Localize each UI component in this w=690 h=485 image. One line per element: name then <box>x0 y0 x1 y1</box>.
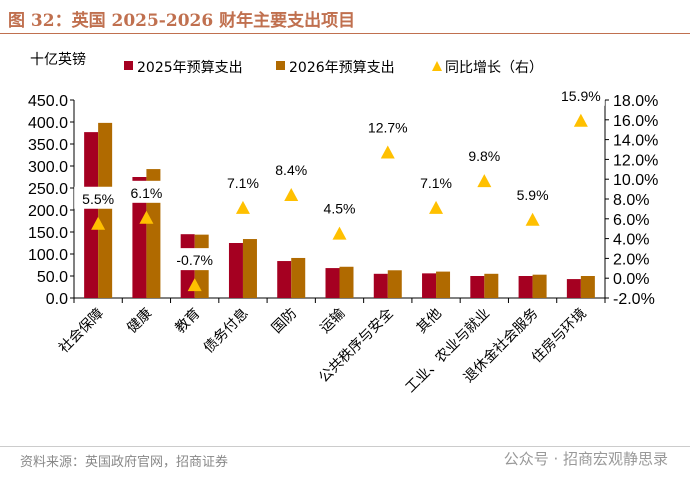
bar-2026 <box>484 273 499 298</box>
growth-label: 7.1% <box>227 175 259 191</box>
growth-label: 5.9% <box>517 187 549 203</box>
growth-label: 7.1% <box>420 175 452 191</box>
data-label-bg <box>363 115 412 138</box>
left-tick-label: 400.0 <box>28 115 68 132</box>
bar-2025 <box>325 268 340 298</box>
left-tick-label: 250.0 <box>28 181 68 198</box>
bar-2026 <box>436 271 451 298</box>
growth-marker <box>235 200 250 214</box>
legend-swatch <box>276 61 285 70</box>
footer-rule <box>0 446 690 447</box>
figure-title: 图 32：英国 2025-2026 财年主要支出项目 <box>8 11 356 31</box>
legend-label: 2026年预算支出 <box>289 60 395 76</box>
right-tick-label: 2.0% <box>613 251 649 268</box>
category-label: 运输 <box>317 306 348 337</box>
bar-2026 <box>532 274 547 298</box>
bar-2026 <box>387 270 402 298</box>
growth-label: 5.5% <box>82 191 114 207</box>
growth-marker <box>573 113 588 127</box>
bar-2026 <box>339 266 354 298</box>
left-tick-label: 200.0 <box>28 203 68 220</box>
data-label-bg <box>267 158 316 181</box>
growth-label: 15.9% <box>561 88 601 104</box>
bar-2025 <box>518 276 533 298</box>
left-tick-label: 0.0 <box>46 291 68 308</box>
right-tick-label: 4.0% <box>613 232 649 249</box>
growth-label: 12.7% <box>368 119 408 135</box>
legend-swatch <box>124 61 133 70</box>
category-label: 债务付息 <box>200 305 252 357</box>
bar-2025 <box>566 279 581 298</box>
growth-marker <box>91 216 106 230</box>
growth-label: 6.1% <box>130 185 162 201</box>
right-tick-label: 14.0% <box>613 133 658 150</box>
growth-marker <box>477 174 492 188</box>
growth-marker <box>187 278 202 292</box>
category-label: 国防 <box>269 306 300 337</box>
right-tick-label: 12.0% <box>613 152 658 169</box>
bar-2025 <box>373 273 388 298</box>
data-label-bg <box>315 196 364 219</box>
left-tick-label: 150.0 <box>28 225 68 242</box>
growth-marker <box>284 188 299 202</box>
growth-label: 9.8% <box>468 148 500 164</box>
growth-marker <box>332 226 347 240</box>
left-tick-label: 450.0 <box>28 93 68 110</box>
left-tick-label: 350.0 <box>28 137 68 154</box>
title-rule <box>0 33 690 34</box>
legend-triangle-icon <box>432 61 442 71</box>
right-tick-label: 16.0% <box>613 113 658 130</box>
bar-2026 <box>580 276 595 298</box>
data-label-bg <box>556 83 605 106</box>
growth-label: 4.5% <box>324 201 356 217</box>
growth-label: -0.7% <box>176 252 213 268</box>
data-label-bg <box>122 180 171 203</box>
bar-2026 <box>291 257 306 298</box>
data-label-bg <box>74 186 123 209</box>
bar-2026 <box>242 239 257 298</box>
left-tick-label: 50.0 <box>37 269 68 286</box>
bar-2025 <box>470 276 485 298</box>
chart: 0.0 50.0 100.0 150.0 200.0 250.0 300.0 350.0 400… <box>28 51 658 397</box>
data-label-bg <box>508 182 557 205</box>
growth-marker <box>139 210 154 224</box>
bar-2025 <box>132 177 147 298</box>
data-label-bg <box>460 144 509 167</box>
growth-marker <box>525 212 540 226</box>
watermark: 公众号 · 招商宏观静思录 <box>503 450 668 468</box>
data-label-bg <box>170 248 219 271</box>
category-label: 健康 <box>123 305 155 337</box>
right-tick-label: 10.0% <box>613 172 658 189</box>
source-note: 资料来源：英国政府官网，招商证券 <box>20 455 229 470</box>
right-tick-label: 6.0% <box>613 212 649 229</box>
growth-marker <box>429 200 444 214</box>
bar-2026 <box>98 122 113 298</box>
right-tick-label: -2.0% <box>613 291 655 308</box>
right-tick-label: 0.0% <box>613 271 649 288</box>
category-label: 教育 <box>172 306 203 337</box>
category-label: 其他 <box>414 306 445 337</box>
left-tick-label: 300.0 <box>28 159 68 176</box>
bar-2025 <box>84 132 99 298</box>
legend-label: 2025年预算支出 <box>137 60 243 76</box>
right-tick-label: 8.0% <box>613 192 649 209</box>
bar-2025 <box>228 243 243 298</box>
bar-2025 <box>422 273 437 298</box>
bar-2025 <box>277 261 292 298</box>
left-tick-label: 100.0 <box>28 247 68 264</box>
data-label-bg <box>412 170 461 193</box>
category-label: 社会保障 <box>56 306 107 357</box>
growth-marker <box>380 145 395 159</box>
right-tick-label: 18.0% <box>613 93 658 110</box>
data-label-bg <box>218 170 267 193</box>
y-axis-unit: 十亿英镑 <box>30 51 86 68</box>
growth-label: 8.4% <box>275 162 307 178</box>
category-label: 工业、农业与就业 <box>403 306 494 397</box>
legend-label: 同比增长（右） <box>445 60 543 76</box>
